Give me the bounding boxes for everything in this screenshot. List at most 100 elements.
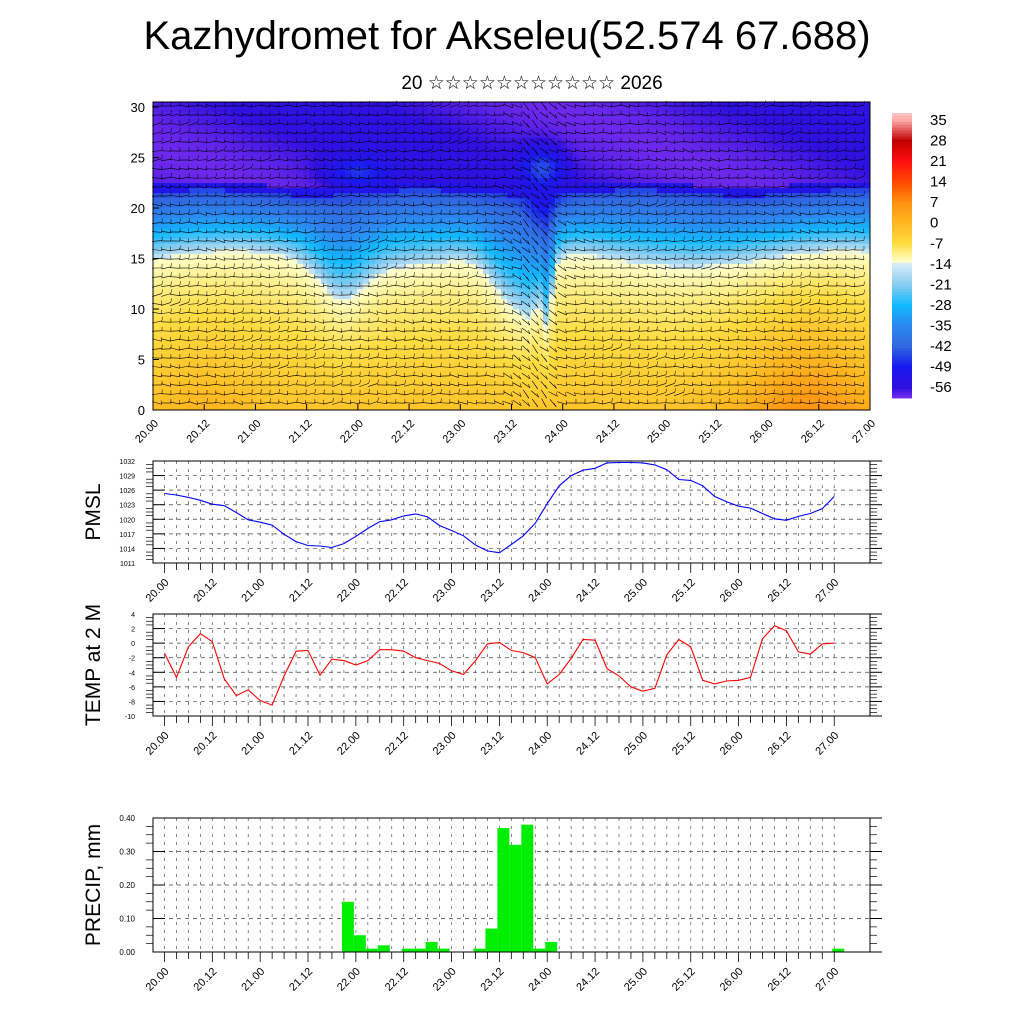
heatmap-cell	[495, 324, 502, 330]
heatmap-cell	[555, 208, 562, 214]
heatmap-cell	[345, 369, 352, 375]
heatmap-cell	[471, 122, 478, 128]
heatmap-cell	[585, 314, 592, 320]
heatmap-cell	[291, 162, 298, 168]
heatmap-cell	[573, 117, 580, 123]
heatmap-cell	[567, 364, 574, 370]
heatmap-cell	[507, 238, 514, 244]
heatmap-cell	[453, 374, 460, 381]
heatmap-cell	[453, 213, 460, 219]
heatmap-cell	[615, 268, 622, 274]
heatmap-cell	[153, 167, 160, 173]
heatmap-cell	[333, 404, 340, 411]
heatmap-cell	[513, 177, 520, 184]
heatmap-cell	[465, 202, 472, 209]
heatmap-cell	[501, 283, 508, 290]
heatmap-cell	[195, 369, 202, 375]
heatmap-cell	[477, 243, 484, 249]
heatmap-cell	[489, 303, 496, 310]
heatmap-cell	[267, 233, 274, 239]
heatmap-cell	[561, 389, 568, 396]
heatmap-cell	[309, 142, 316, 148]
heatmap-cell	[183, 107, 190, 113]
heatmap-cell	[177, 112, 184, 118]
heatmap-cell	[399, 384, 406, 391]
heatmap-cell	[309, 132, 316, 138]
heatmap-cell	[531, 324, 538, 330]
heatmap-cell	[375, 369, 382, 375]
heatmap-cell	[291, 213, 298, 219]
heatmap-cell	[225, 263, 232, 269]
heatmap-cell	[519, 218, 526, 224]
heatmap-cell	[369, 127, 376, 133]
heatmap-cell	[153, 253, 160, 259]
heatmap-cell	[513, 339, 520, 345]
heatmap-cell	[543, 359, 550, 365]
heatmap-cell	[369, 384, 376, 391]
heatmap-cell	[321, 288, 328, 295]
heatmap-cell	[573, 218, 580, 224]
heatmap-cell	[183, 354, 190, 360]
heatmap-cell	[561, 248, 568, 254]
heatmap-cell	[483, 309, 490, 315]
heatmap-cell	[519, 344, 526, 350]
heatmap-cell	[429, 379, 436, 386]
heatmap-cell	[639, 228, 646, 234]
heatmap-cell	[525, 172, 532, 179]
heatmap-cell	[345, 208, 352, 214]
heatmap-cell	[339, 329, 346, 335]
heatmap-cell	[177, 399, 184, 406]
heatmap-cell	[567, 278, 574, 285]
heatmap-cell	[369, 202, 376, 209]
heatmap-cell	[573, 268, 580, 274]
heatmap-cell	[459, 379, 466, 386]
heatmap-cell	[417, 258, 424, 264]
heatmap-cell	[267, 127, 274, 133]
heatmap-cell	[387, 288, 394, 295]
heatmap-cell	[393, 253, 400, 259]
heatmap-cell	[195, 309, 202, 315]
heatmap-cell	[327, 238, 334, 244]
heatmap-cell	[333, 218, 340, 224]
heatmap-cell	[171, 162, 178, 168]
heatmap-cell	[321, 334, 328, 340]
heatmap-cell	[537, 182, 544, 189]
heatmap-cell	[267, 162, 274, 168]
heatmap-cell	[183, 122, 190, 128]
heatmap-cell	[405, 389, 412, 396]
heatmap-cell	[411, 223, 418, 229]
heatmap-cell	[381, 107, 388, 113]
heatmap-cell	[465, 384, 472, 391]
heatmap-cell	[261, 192, 268, 199]
heatmap-cell	[291, 278, 298, 285]
heatmap-cell	[225, 389, 232, 396]
heatmap-cell	[429, 167, 436, 173]
heatmap-cell	[165, 324, 172, 330]
heatmap-cell	[315, 339, 322, 345]
heatmap-cell	[501, 334, 508, 340]
heatmap-cell	[549, 142, 556, 148]
heatmap-cell	[387, 303, 394, 310]
heatmap-cell	[357, 298, 364, 305]
heatmap-cell	[627, 102, 634, 108]
heatmap-cell	[441, 334, 448, 340]
heatmap-cell	[297, 147, 304, 153]
heatmap-cell	[381, 268, 388, 274]
heatmap-cell	[375, 142, 382, 148]
heatmap-cell	[177, 374, 184, 381]
heatmap-cell	[507, 127, 514, 133]
heatmap-cell	[615, 364, 622, 370]
heatmap-cell	[195, 268, 202, 274]
heatmap-cell	[525, 218, 532, 224]
heatmap-cell	[513, 268, 520, 274]
heatmap-cell	[315, 324, 322, 330]
heatmap-cell	[159, 213, 166, 219]
heatmap-cell	[441, 122, 448, 128]
heatmap-cell	[417, 197, 424, 204]
heatmap-cell	[249, 258, 256, 264]
heatmap-cell	[357, 162, 364, 168]
heatmap-cell	[609, 223, 616, 229]
heatmap-cell	[429, 298, 436, 305]
heatmap-cell	[633, 233, 640, 239]
heatmap-cell	[309, 314, 316, 320]
